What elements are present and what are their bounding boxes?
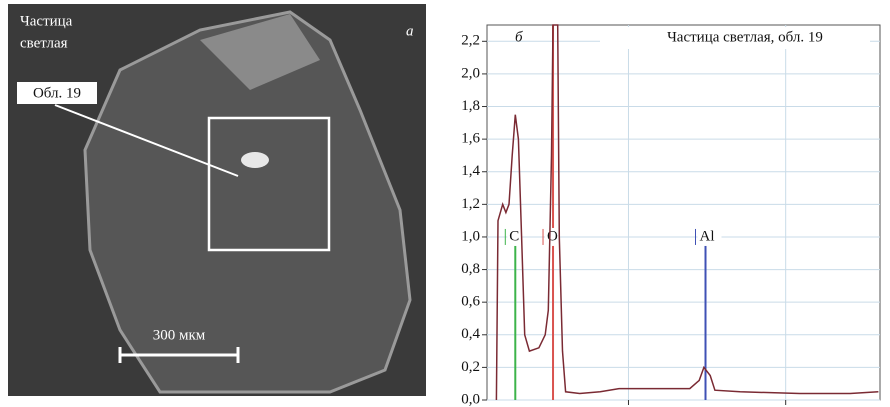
- y-tick-label: 1,4: [461, 163, 480, 179]
- peak-label-bg: [507, 227, 522, 246]
- sem-image: Обл. 19 Частица светлая а 300 мкм: [8, 4, 426, 396]
- y-tick-label: 2,0: [461, 65, 480, 81]
- peak-label-bg: [545, 227, 560, 246]
- peak-label: O: [547, 228, 558, 244]
- y-tick-label: 1,8: [461, 98, 480, 114]
- y-tick-label: 0,2: [461, 359, 480, 375]
- particle: [83, 10, 412, 394]
- y-tick-label: 0,4: [461, 326, 480, 342]
- spectrum-line: [495, 24, 879, 401]
- x-tick-label: 1: [625, 405, 633, 407]
- panel-label: а: [406, 23, 414, 39]
- y-tick-label: 2,2: [461, 33, 480, 49]
- y-tick-label: 0,8: [461, 261, 480, 277]
- y-tick-label: 1,6: [461, 131, 480, 147]
- plot-area: [486, 24, 881, 401]
- x-tick-label: 2: [782, 405, 790, 407]
- pointer-line: [54, 104, 239, 177]
- bright-spot: [241, 152, 269, 168]
- x-axis-label: кэВ: [850, 405, 874, 407]
- region-label-box: [17, 82, 97, 104]
- image-title: светлая: [20, 35, 68, 51]
- y-tick-label: 1,0: [461, 228, 480, 244]
- scale-bar-label: 300 мкм: [153, 327, 206, 343]
- region-box: [207, 116, 331, 252]
- peak-label: C: [509, 228, 519, 244]
- image-title: Частица: [20, 13, 73, 29]
- y-tick-label: 0,6: [461, 294, 480, 310]
- y-tick-label: 1,2: [461, 196, 480, 212]
- panel-label: б: [515, 29, 523, 45]
- bright-area: [200, 14, 320, 90]
- peak-label: Al: [700, 228, 715, 244]
- region-label: Обл. 19: [33, 85, 81, 101]
- title-box: [600, 27, 870, 49]
- chart-title: Частица светлая, обл. 19: [667, 29, 823, 45]
- y-tick-label: 0,0: [461, 391, 480, 407]
- peak-label-bg: [697, 227, 722, 246]
